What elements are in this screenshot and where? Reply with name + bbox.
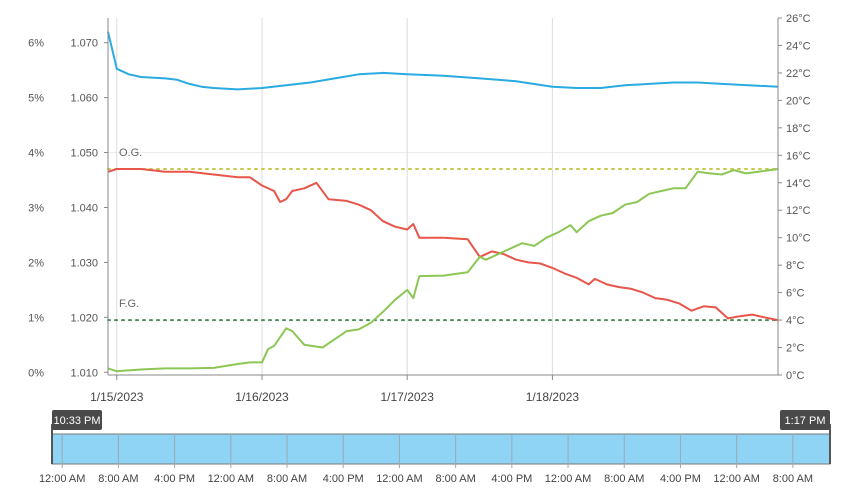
navigator-tick-label: 8:00 AM (773, 473, 813, 485)
x-tick-label: 1/16/2023 (235, 390, 289, 404)
y-temp-tick-label: 10°C (786, 233, 811, 245)
y-gravity-tick-label: 1.010 (70, 367, 98, 379)
navigator-tick-label: 8:00 AM (604, 473, 644, 485)
navigator-tick-label: 8:00 AM (98, 473, 138, 485)
navigator-start-badge[interactable] (52, 410, 102, 430)
navigator-tick-label: 12:00 AM (208, 473, 254, 485)
series-line-1 (107, 168, 779, 322)
navigator-range-fill[interactable] (51, 433, 831, 465)
navigator-tick-label: 4:00 PM (660, 473, 701, 485)
navigator-tick-label: 12:00 AM (376, 473, 422, 485)
y-percent-tick-label: 2% (28, 257, 44, 269)
chart-grid (108, 18, 778, 375)
reference-line-label: F.G. (119, 298, 139, 310)
y-temp-tick-label: 2°C (786, 343, 805, 355)
y-percent-tick-label: 1% (28, 312, 44, 324)
y-temp-tick-label: 22°C (786, 68, 811, 80)
y-temp-tick-label: 0°C (786, 370, 805, 382)
chart-axes: 1/15/2023 1/16/2023 1/17/2023 1/18/2023 1.01… (28, 13, 811, 404)
x-tick-label: 1/15/2023 (90, 390, 144, 404)
y-temp-tick-label: 14°C (786, 178, 811, 190)
y-temp-tick-label: 26°C (786, 13, 811, 25)
y-temp-tick-label: 8°C (786, 260, 805, 272)
series-layer (107, 31, 779, 373)
navigator-tick-label: 12:00 AM (545, 473, 591, 485)
y-temp-tick-label: 6°C (786, 288, 805, 300)
navigator-end-badge[interactable] (780, 410, 830, 430)
navigator-tick-label: 12:00 AM (713, 473, 759, 485)
y-temp-tick-label: 18°C (786, 123, 811, 135)
navigator-tick-label: 4:00 PM (491, 473, 532, 485)
navigator-tick-label: 4:00 PM (323, 473, 364, 485)
navigator-tick-label: 4:00 PM (154, 473, 195, 485)
y-temp-tick-label: 16°C (786, 150, 811, 162)
y-temp-tick-label: 12°C (786, 205, 811, 217)
y-percent-tick-label: 3% (28, 202, 44, 214)
y-temp-tick-label: 20°C (786, 95, 811, 107)
reference-lines: O.G. F.G. (107, 147, 779, 322)
x-tick-label: 1/18/2023 (526, 390, 580, 404)
y-percent-tick-label: 0% (28, 367, 44, 379)
series-line-2 (107, 168, 779, 373)
navigator-tick-label: 12:00 AM (39, 473, 85, 485)
y-temp-tick-label: 4°C (786, 315, 805, 327)
y-gravity-tick-label: 1.050 (70, 148, 98, 160)
y-percent-tick-label: 4% (28, 148, 44, 160)
navigator-end-badge-label: 1:17 PM (785, 415, 826, 427)
range-navigator[interactable]: 12:00 AM 8:00 AM 4:00 PM 12:00 AM 8:00 AM 4:0… (39, 410, 831, 485)
navigator-start-badge-label: 10:33 PM (53, 415, 100, 427)
y-percent-tick-label: 5% (28, 93, 44, 105)
y-gravity-tick-label: 1.070 (70, 38, 98, 50)
y-gravity-tick-label: 1.060 (70, 93, 98, 105)
y-percent-tick-label: 6% (28, 38, 44, 50)
y-gravity-tick-label: 1.020 (70, 312, 98, 324)
y-gravity-tick-label: 1.040 (70, 202, 98, 214)
series-line-0 (107, 31, 779, 91)
navigator-tick-label: 8:00 AM (435, 473, 475, 485)
reference-line-label: O.G. (119, 147, 142, 159)
navigator-tick-label: 8:00 AM (267, 473, 307, 485)
x-tick-label: 1/17/2023 (381, 390, 435, 404)
y-temp-tick-label: 24°C (786, 40, 811, 52)
y-gravity-tick-label: 1.030 (70, 257, 98, 269)
